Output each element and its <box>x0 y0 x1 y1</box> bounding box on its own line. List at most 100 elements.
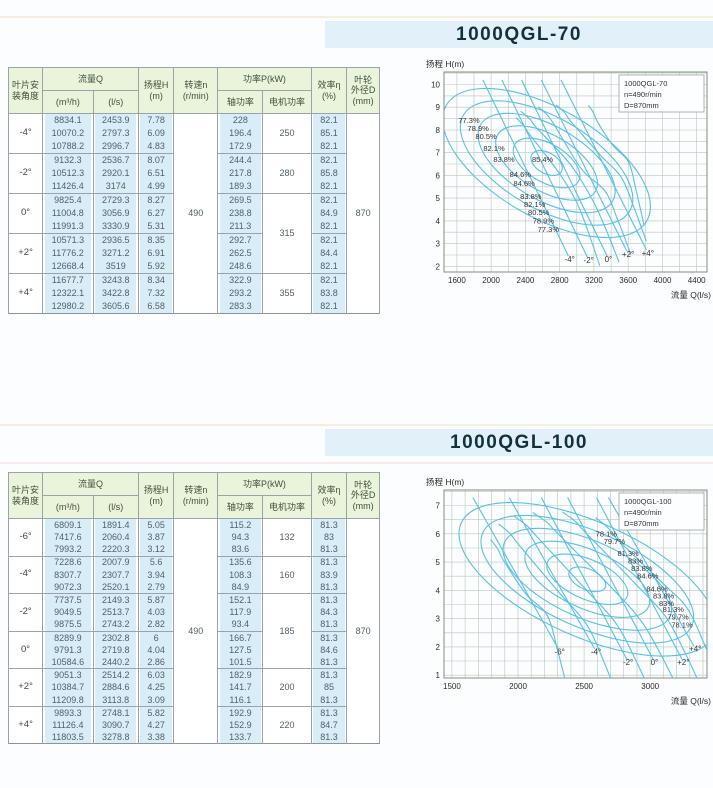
motor-power-cell: 160 <box>262 555 312 594</box>
svg-text:78.9%: 78.9% <box>533 216 555 225</box>
col-power: 功率P(kW) <box>217 472 312 496</box>
table-cell: 5.87 <box>137 593 175 607</box>
table-cell: 6.09 <box>137 127 175 140</box>
angle-cell: -4° <box>7 113 44 154</box>
table-cell: 3.12 <box>137 543 175 557</box>
table-cell: 9132.3 <box>42 153 94 167</box>
motor-power-cell: 355 <box>262 273 312 314</box>
svg-text:2500: 2500 <box>575 682 593 691</box>
svg-text:77.3%: 77.3% <box>538 225 560 234</box>
col-flow: 流量Q <box>42 472 139 496</box>
table-cell: 83.8 <box>310 287 348 300</box>
svg-text:78.1%: 78.1% <box>671 621 693 630</box>
col-flow: 流量Q <box>42 67 139 91</box>
svg-text:1000QGL-100: 1000QGL-100 <box>624 497 672 506</box>
svg-text:84.6%: 84.6% <box>646 585 668 594</box>
table-cell: 9875.5 <box>42 618 94 632</box>
table-cell: 84.7 <box>310 719 348 732</box>
table-cell: 4.25 <box>137 681 175 694</box>
svg-text:81.3%: 81.3% <box>617 549 639 558</box>
table-cell: 10788.2 <box>42 140 94 154</box>
angle-cell: -2° <box>7 593 44 632</box>
table-cell: 81.3 <box>310 618 348 632</box>
svg-text:1: 1 <box>436 671 441 680</box>
svg-text:10: 10 <box>431 81 440 90</box>
table-cell: 81.3 <box>310 705 348 719</box>
col-angle: 叶片安 装角度 <box>7 67 44 114</box>
table-cell: 7.78 <box>137 113 175 127</box>
table-cell: 85.8 <box>310 167 348 180</box>
svg-text:2000: 2000 <box>482 276 500 285</box>
table-cell: 133.7 <box>217 731 264 744</box>
table-cell: 6 <box>137 630 175 644</box>
svg-text:+2°: +2° <box>677 658 689 667</box>
table-cell: 2307.7 <box>92 568 139 581</box>
table-cell: 4.03 <box>137 606 175 619</box>
svg-text:-4°: -4° <box>591 648 601 657</box>
svg-text:流量 Q(l/s): 流量 Q(l/s) <box>671 696 711 706</box>
svg-text:0°: 0° <box>605 255 613 264</box>
svg-text:1000QGL-70: 1000QGL-70 <box>624 79 667 88</box>
table-cell: 7737.5 <box>42 593 94 607</box>
table-cell: 2748.1 <box>92 705 139 719</box>
svg-text:5: 5 <box>436 558 441 567</box>
table-cell: 2.86 <box>137 656 175 669</box>
col-impeller: 叶轮 外径D (mm) <box>346 472 380 519</box>
svg-text:80.5%: 80.5% <box>475 132 497 141</box>
table-cell: 292.7 <box>217 233 264 247</box>
table-cell: 2797.3 <box>92 127 139 140</box>
angle-cell: 0° <box>7 193 44 234</box>
table-cell: 115.2 <box>217 518 264 532</box>
table-cell: 244.4 <box>217 153 264 167</box>
table-cell: 11677.7 <box>42 273 94 287</box>
table-cell: 196.4 <box>217 127 264 140</box>
svg-text:2800: 2800 <box>551 276 569 285</box>
table-cell: 9049.5 <box>42 606 94 619</box>
table-cell: 2520.1 <box>92 580 139 594</box>
table-cell: 192.9 <box>217 705 264 719</box>
svg-text:n=490r/min: n=490r/min <box>624 508 662 517</box>
table-cell: 3519 <box>92 260 139 274</box>
divider-line <box>0 462 713 464</box>
table-cell: 84.3 <box>310 606 348 619</box>
table-cell: 172.9 <box>217 140 264 154</box>
table-cell: 2440.2 <box>92 656 139 669</box>
svg-text:80.5%: 80.5% <box>528 208 550 217</box>
table-cell: 228 <box>217 113 264 127</box>
svg-text:85.4%: 85.4% <box>532 155 554 164</box>
table-cell: 117.9 <box>217 606 264 619</box>
angle-cell: +4° <box>7 273 44 314</box>
table-cell: 6.27 <box>137 207 175 220</box>
table-cell: 189.3 <box>217 180 264 194</box>
table-cell: 2513.7 <box>92 606 139 619</box>
angle-cell: -6° <box>7 518 44 557</box>
table-cell: 8307.7 <box>42 568 94 581</box>
svg-text:4: 4 <box>436 217 441 226</box>
speed-cell: 490 <box>173 113 219 314</box>
model-title-bar-2: 1000QGL-100 <box>325 429 713 456</box>
table-cell: 3422.8 <box>92 287 139 300</box>
table-cell: 2936.5 <box>92 233 139 247</box>
svg-text:1600: 1600 <box>448 276 466 285</box>
table-cell: 3056.9 <box>92 207 139 220</box>
performance-chart-1000qgl-100: 1500 2000 2500 3000 1 2 3 4 5 6 7 78.1% 79.7% 81.3% 83… <box>424 476 713 716</box>
col-speed: 转速n (r/min) <box>173 67 219 114</box>
table-cell: 3174 <box>92 180 139 194</box>
table-cell: 6.51 <box>137 167 175 180</box>
table-cell: 7.32 <box>137 287 175 300</box>
table-cell: 2007.9 <box>92 555 139 569</box>
table-cell: 5.92 <box>137 260 175 274</box>
table-cell: 84.9 <box>217 580 264 594</box>
divider-line <box>0 424 713 426</box>
col-flow-m3h: (m³/h) <box>42 90 94 114</box>
svg-text:84.6%: 84.6% <box>514 179 536 188</box>
table-cell: 84.4 <box>310 247 348 260</box>
table-cell: 81.3 <box>310 543 348 557</box>
motor-power-cell: 132 <box>262 518 312 557</box>
table-cell: 211.3 <box>217 220 264 234</box>
table-cell: 2729.3 <box>92 193 139 207</box>
impeller-diameter-cell: 870 <box>346 113 380 314</box>
col-efficiency: 效率η (%) <box>310 67 348 114</box>
svg-text:83.8%: 83.8% <box>653 591 675 600</box>
